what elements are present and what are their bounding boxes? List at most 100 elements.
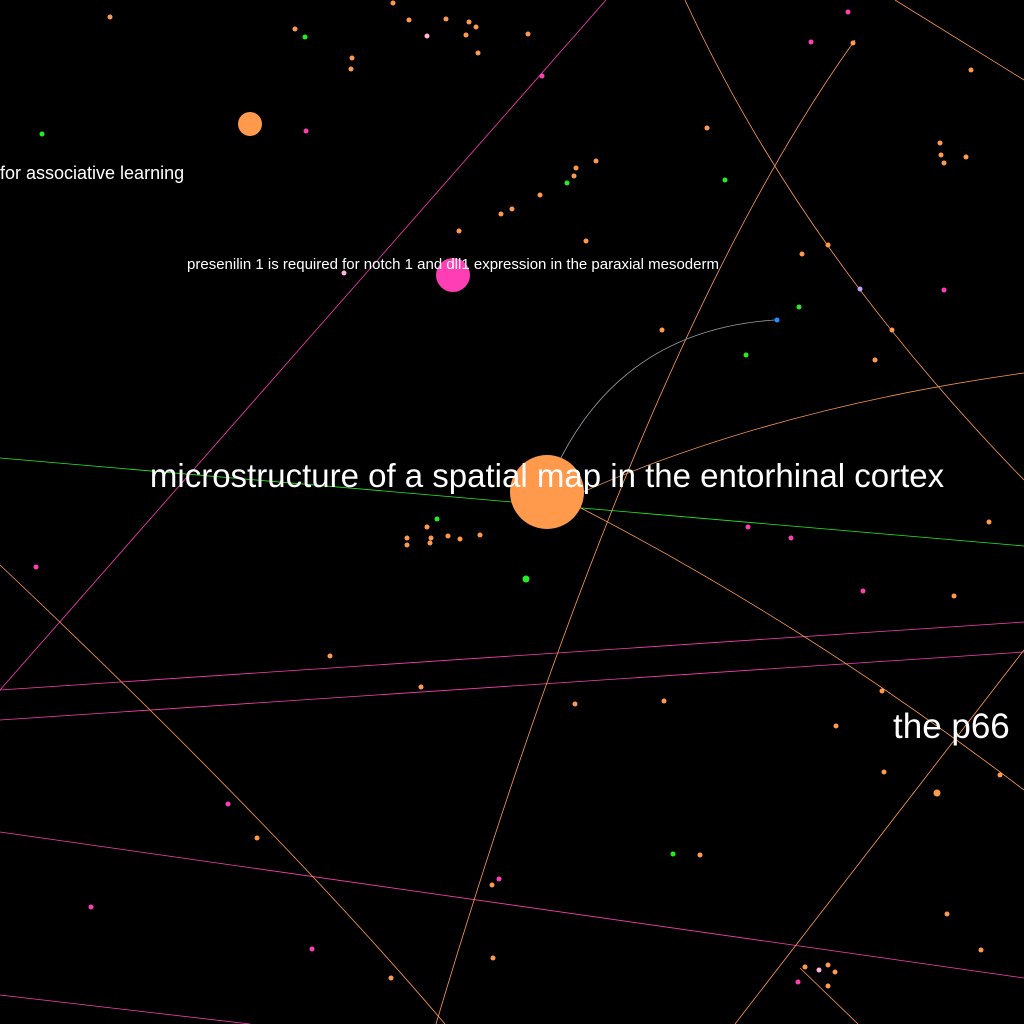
graph-node[interactable] (968, 67, 974, 73)
graph-node[interactable] (857, 286, 863, 292)
graph-node[interactable] (571, 173, 577, 179)
graph-node[interactable] (327, 653, 333, 659)
graph-node[interactable] (808, 39, 814, 45)
graph-node[interactable] (475, 50, 481, 56)
graph-node[interactable] (833, 723, 839, 729)
graph-node[interactable] (406, 17, 412, 23)
graph-node[interactable] (457, 536, 463, 542)
graph-node[interactable] (404, 542, 410, 548)
graph-node[interactable] (424, 33, 430, 39)
graph-node[interactable] (427, 540, 433, 546)
graph-node[interactable] (825, 962, 831, 968)
graph-node[interactable] (860, 588, 866, 594)
graph-node[interactable] (88, 904, 94, 910)
graph-node[interactable] (424, 524, 430, 530)
graph-node[interactable] (238, 112, 262, 136)
graph-node[interactable] (418, 684, 424, 690)
graph-node[interactable] (788, 535, 794, 541)
graph-node[interactable] (944, 911, 950, 917)
graph-node[interactable] (670, 851, 676, 857)
graph-node[interactable] (254, 835, 260, 841)
graph-node[interactable] (436, 258, 470, 292)
graph-edge (894, 0, 1024, 81)
graph-node[interactable] (659, 327, 665, 333)
graph-node[interactable] (525, 31, 531, 37)
graph-node[interactable] (496, 876, 502, 882)
graph-node[interactable] (845, 9, 851, 15)
graph-node[interactable] (963, 154, 969, 160)
graph-node[interactable] (832, 969, 838, 975)
graph-node[interactable] (951, 593, 957, 599)
graph-node[interactable] (292, 26, 298, 32)
graph-node[interactable] (309, 946, 315, 952)
graph-node[interactable] (796, 304, 802, 310)
graph-node[interactable] (802, 964, 808, 970)
graph-node[interactable] (799, 251, 805, 257)
graph-node[interactable] (816, 967, 822, 973)
graph-node[interactable] (938, 152, 944, 158)
graph-node[interactable] (795, 979, 801, 985)
graph-node[interactable] (978, 947, 984, 953)
graph-node[interactable] (434, 516, 440, 522)
graph-node[interactable] (986, 519, 992, 525)
graph-node[interactable] (872, 357, 878, 363)
graph-node[interactable] (573, 165, 579, 171)
graph-node[interactable] (704, 125, 710, 131)
graph-node[interactable] (825, 242, 831, 248)
graph-node[interactable] (509, 206, 515, 212)
graph-node[interactable] (593, 158, 599, 164)
graph-node[interactable] (445, 533, 451, 539)
graph-node[interactable] (390, 0, 396, 6)
graph-node[interactable] (443, 16, 449, 22)
graph-node[interactable] (539, 73, 545, 79)
graph-node[interactable] (463, 32, 469, 38)
graph-node[interactable] (225, 801, 231, 807)
graph-node[interactable] (490, 955, 496, 961)
graph-node[interactable] (661, 698, 667, 704)
graph-node[interactable] (348, 66, 354, 72)
graph-node[interactable] (564, 180, 570, 186)
graph-edge (799, 967, 859, 1024)
graph-node[interactable] (341, 270, 347, 276)
graph-node[interactable] (743, 352, 749, 358)
graph-edge (564, 372, 1024, 501)
graph-node[interactable] (302, 34, 308, 40)
graph-node[interactable] (456, 228, 462, 234)
graph-node[interactable] (697, 852, 703, 858)
graph-node[interactable] (850, 40, 856, 46)
graph-node[interactable] (937, 140, 943, 146)
presenilin-node-label: presenilin 1 is required for notch 1 and… (187, 256, 719, 273)
graph-edge (0, 564, 446, 1024)
graph-node[interactable] (477, 532, 483, 538)
graph-node[interactable] (498, 211, 504, 217)
label-layer: microstructure of a spatial map in the e… (0, 163, 1010, 746)
graph-node[interactable] (39, 131, 45, 137)
graph-node[interactable] (33, 564, 39, 570)
graph-node[interactable] (583, 238, 589, 244)
graph-node[interactable] (428, 535, 434, 541)
graph-node[interactable] (774, 317, 780, 323)
graph-node[interactable] (107, 14, 113, 20)
graph-node[interactable] (473, 24, 479, 30)
graph-node[interactable] (522, 575, 530, 583)
graph-node[interactable] (941, 160, 947, 166)
graph-node[interactable] (404, 535, 410, 541)
graph-node[interactable] (997, 772, 1003, 778)
graph-node[interactable] (303, 128, 309, 134)
graph-node[interactable] (510, 455, 584, 529)
graph-node[interactable] (879, 688, 885, 694)
graph-node[interactable] (466, 19, 472, 25)
graph-node[interactable] (537, 192, 543, 198)
graph-node[interactable] (489, 882, 495, 888)
graph-node[interactable] (349, 55, 355, 61)
graph-node[interactable] (889, 327, 895, 333)
graph-node[interactable] (388, 975, 394, 981)
graph-node[interactable] (941, 287, 947, 293)
graph-node[interactable] (933, 789, 941, 797)
graph-node[interactable] (572, 701, 578, 707)
graph-node[interactable] (825, 983, 831, 989)
graph-node[interactable] (745, 524, 751, 530)
graph-node[interactable] (722, 177, 728, 183)
graph-node[interactable] (881, 769, 887, 775)
